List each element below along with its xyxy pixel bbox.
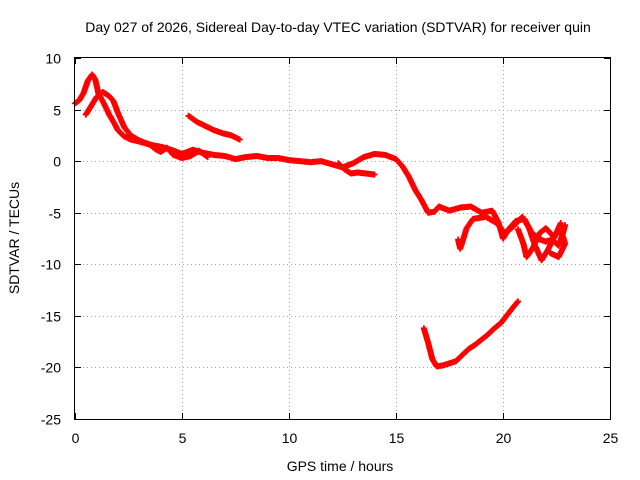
y-tick-label: 5 [53,103,61,119]
x-axis-tick-labels: 0 5 10 15 20 25 [72,430,619,446]
y-tick-label: 10 [45,51,61,67]
y-tick-label: -25 [41,412,61,428]
y-tick-label: -20 [41,360,61,376]
plot-frame [74,57,611,420]
x-axis-label: GPS time / hours [287,458,394,474]
data-points [72,71,569,370]
y-tick-label: -10 [41,257,61,273]
x-tick-label: 20 [496,430,512,446]
x-tick-label: 15 [389,430,405,446]
series-mid-segment [185,112,243,143]
data-point [562,222,569,229]
y-axis-tick-labels: 10 5 0 -5 -10 -15 -20 -25 [41,51,61,428]
x-tick-label: 10 [282,430,298,446]
y-axis-label: SDTVAR / TECUs [6,182,22,294]
series-low-segment [420,298,521,370]
series-early-branch [82,89,211,161]
data-point [557,220,564,226]
series-dip-segment [335,160,378,178]
data-point [371,171,378,178]
y-tick-label: -15 [41,309,61,325]
y-tick-label: 0 [53,154,61,170]
data-point [236,136,243,143]
y-tick-label: -5 [49,206,62,222]
x-tick-label: 25 [603,430,619,446]
x-tick-label: 0 [72,430,80,446]
x-tick-label: 5 [179,430,187,446]
chart-title: Day 027 of 2026, Sidereal Day-to-day VTE… [85,19,591,35]
axis-ticks [75,58,611,420]
data-point [547,249,554,256]
data-point [204,154,211,160]
series-recovery-branch [515,220,564,261]
series-late-branch [455,213,569,264]
data-point [515,298,521,305]
